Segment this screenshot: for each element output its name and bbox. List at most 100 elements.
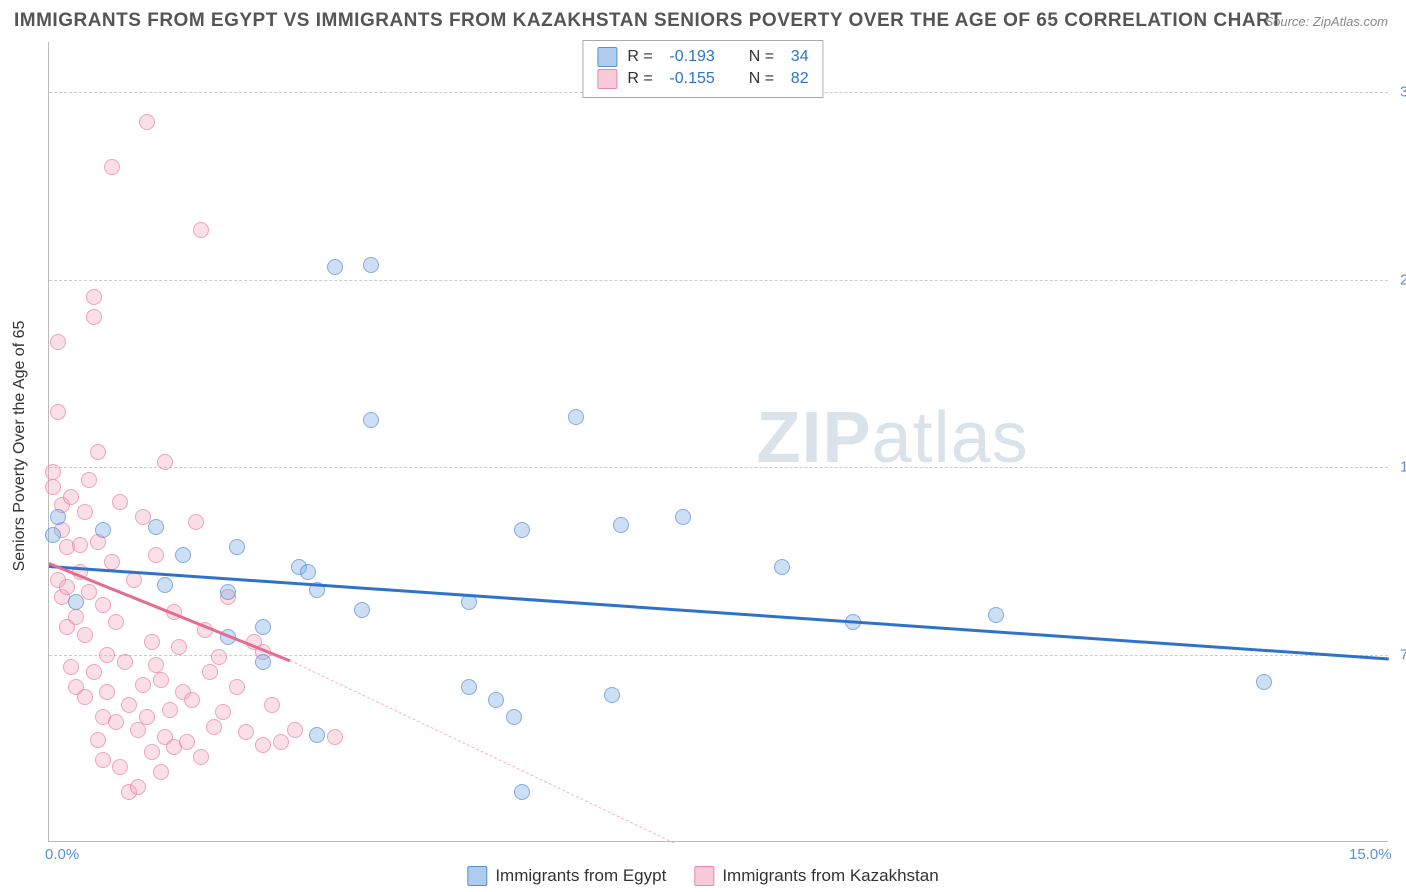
data-point (153, 764, 169, 780)
data-point (144, 634, 160, 650)
data-point (229, 539, 245, 555)
data-point (264, 697, 280, 713)
data-point (117, 654, 133, 670)
legend-item: Immigrants from Egypt (467, 866, 666, 886)
data-point (148, 657, 164, 673)
data-point (112, 759, 128, 775)
data-point (506, 709, 522, 725)
source-label: Source: ZipAtlas.com (1264, 14, 1388, 29)
data-point (68, 609, 84, 625)
data-point (202, 664, 218, 680)
data-point (50, 404, 66, 420)
data-point (238, 724, 254, 740)
data-point (63, 659, 79, 675)
data-point (255, 654, 271, 670)
data-point (95, 522, 111, 538)
data-point (184, 692, 200, 708)
y-tick-label: 30.0% (1392, 84, 1406, 101)
data-point (148, 547, 164, 563)
data-point (188, 514, 204, 530)
data-point (108, 614, 124, 630)
data-point (139, 709, 155, 725)
gridline (49, 280, 1388, 281)
data-point (193, 749, 209, 765)
y-tick-label: 22.5% (1392, 271, 1406, 288)
data-point (81, 584, 97, 600)
legend-stats-row: R = -0.193 N = 34 (597, 47, 808, 67)
data-point (50, 334, 66, 350)
data-point (255, 737, 271, 753)
data-point (77, 689, 93, 705)
data-point (77, 504, 93, 520)
plot-area: ZIPatlas 7.5%15.0%22.5%30.0%0.0%15.0% (48, 42, 1388, 842)
data-point (211, 649, 227, 665)
data-point (90, 732, 106, 748)
data-point (144, 744, 160, 760)
data-point (126, 572, 142, 588)
data-point (287, 722, 303, 738)
data-point (175, 547, 191, 563)
data-point (86, 289, 102, 305)
y-tick-label: 15.0% (1392, 459, 1406, 476)
x-tick-label: 0.0% (45, 846, 79, 863)
legend-series: Immigrants from Egypt Immigrants from Ka… (467, 866, 938, 886)
data-point (363, 257, 379, 273)
swatch-blue (597, 47, 617, 67)
data-point (675, 509, 691, 525)
data-point (309, 727, 325, 743)
data-point (162, 702, 178, 718)
data-point (59, 579, 75, 595)
data-point (104, 159, 120, 175)
data-point (45, 527, 61, 543)
data-point (604, 687, 620, 703)
data-point (514, 522, 530, 538)
legend-stats-row: R = -0.155 N = 82 (597, 69, 808, 89)
data-point (1256, 674, 1272, 690)
data-point (157, 577, 173, 593)
correlation-chart: IMMIGRANTS FROM EGYPT VS IMMIGRANTS FROM… (0, 0, 1406, 892)
data-point (99, 647, 115, 663)
data-point (99, 684, 115, 700)
swatch-blue (467, 866, 487, 886)
data-point (613, 517, 629, 533)
data-point (63, 489, 79, 505)
data-point (774, 559, 790, 575)
data-point (193, 222, 209, 238)
data-point (327, 729, 343, 745)
gridline (49, 655, 1388, 656)
data-point (461, 679, 477, 695)
data-point (95, 752, 111, 768)
data-point (90, 444, 106, 460)
data-point (206, 719, 222, 735)
data-point (215, 704, 231, 720)
data-point (514, 784, 530, 800)
data-point (130, 779, 146, 795)
data-point (104, 554, 120, 570)
legend-item: Immigrants from Kazakhstan (694, 866, 938, 886)
legend-stats: R = -0.193 N = 34 R = -0.155 N = 82 (582, 40, 823, 98)
data-point (153, 672, 169, 688)
data-point (77, 627, 93, 643)
data-point (488, 692, 504, 708)
data-point (50, 509, 66, 525)
data-point (45, 464, 61, 480)
data-point (81, 472, 97, 488)
data-point (363, 412, 379, 428)
data-point (327, 259, 343, 275)
data-point (255, 619, 271, 635)
data-point (988, 607, 1004, 623)
trendline (290, 660, 675, 843)
chart-title: IMMIGRANTS FROM EGYPT VS IMMIGRANTS FROM… (14, 10, 1282, 32)
x-tick-label: 15.0% (1349, 846, 1392, 863)
y-tick-label: 7.5% (1392, 646, 1406, 663)
swatch-pink (694, 866, 714, 886)
data-point (179, 734, 195, 750)
data-point (157, 454, 173, 470)
data-point (121, 697, 137, 713)
data-point (171, 639, 187, 655)
data-point (148, 519, 164, 535)
data-point (72, 537, 88, 553)
data-point (86, 664, 102, 680)
data-point (95, 597, 111, 613)
data-point (135, 677, 151, 693)
